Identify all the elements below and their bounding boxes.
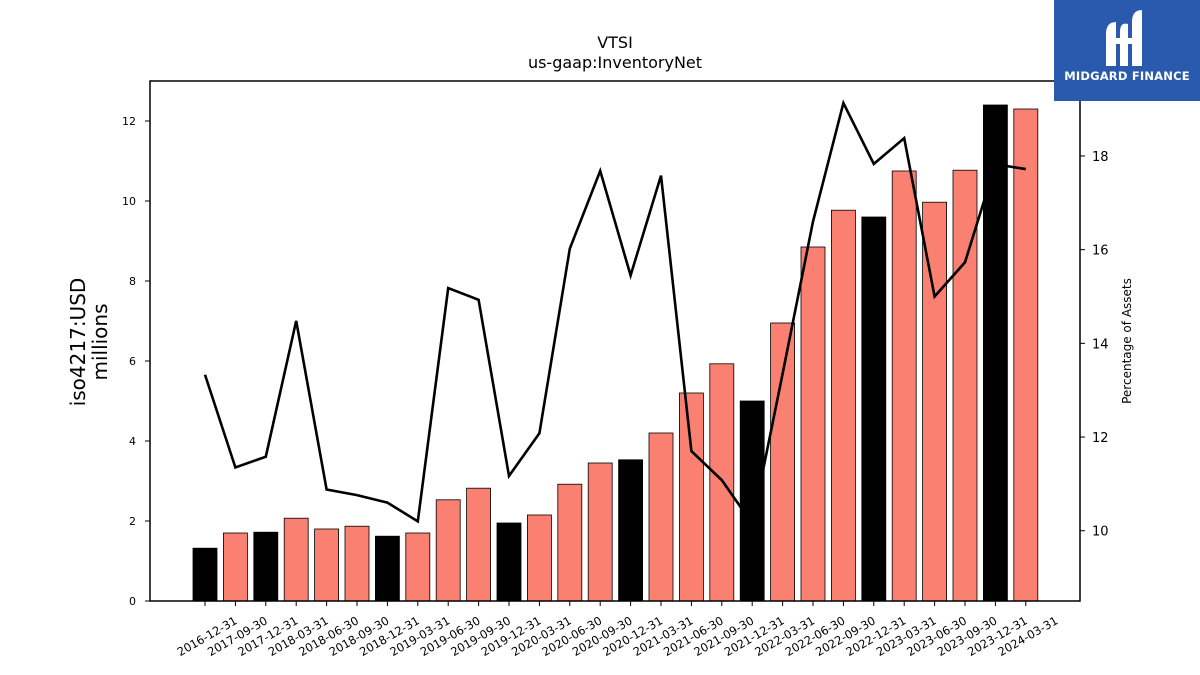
y-tick-label-left-12: 12	[122, 115, 136, 128]
bar-2020-09-30	[587, 462, 613, 602]
bar-2019-06-30	[435, 499, 461, 602]
bar-2019-09-30	[466, 487, 492, 602]
y-tick-label-left-10: 10	[122, 195, 136, 208]
y-tick-label-right-14: 14	[1092, 337, 1109, 352]
bar-2022-03-31	[770, 322, 795, 602]
y-axis-label-right: Percentage of Assets	[1120, 278, 1134, 404]
bar-2017-09-30	[222, 532, 248, 602]
bar-2016-12-31	[192, 547, 218, 602]
y-tick-label-left-2: 2	[129, 515, 136, 528]
y-tick-label-left-6: 6	[129, 355, 136, 368]
bar-2017-12-31	[253, 531, 279, 602]
bar-2021-03-31	[648, 432, 674, 602]
y-axis-label-left-line2: millions	[88, 303, 112, 381]
line-percentage-of-assets	[203, 99, 1026, 527]
bar-2018-06-30	[314, 528, 340, 602]
y-tick-label-left-8: 8	[129, 275, 136, 288]
bar-2024-03-31	[1013, 108, 1039, 602]
y-tick-label-right-18: 18	[1092, 150, 1109, 165]
bar-2022-06-30	[800, 246, 826, 602]
bar-2021-06-30	[679, 392, 704, 602]
logo-text: MIDGARD FINANCE	[1064, 69, 1190, 83]
bar-2018-03-31	[283, 517, 309, 602]
bar-2021-12-31	[739, 400, 765, 602]
bar-2019-12-31	[496, 522, 522, 602]
bar-2023-03-31	[891, 170, 917, 602]
bar-2020-12-31	[618, 459, 643, 602]
y-tick-label-left-4: 4	[129, 435, 136, 448]
bar-2020-06-30	[557, 483, 583, 602]
bar-2023-06-30	[922, 201, 947, 602]
bar-2023-09-30	[952, 169, 978, 602]
bar-2018-09-30	[344, 525, 370, 602]
bar-2020-03-31	[527, 514, 552, 602]
bar-2023-12-31	[983, 104, 1008, 602]
chart-title: VTSI	[597, 33, 633, 52]
y-tick-label-left-0: 0	[129, 595, 136, 608]
y-tick-label-right-12: 12	[1092, 431, 1109, 446]
chart-subtitle: us-gaap:InventoryNet	[527, 53, 703, 72]
bar-2022-09-30	[831, 209, 856, 602]
bar-2018-12-31	[374, 535, 400, 602]
bar-2019-03-31	[405, 532, 431, 602]
y-tick-label-right-10: 10	[1092, 525, 1109, 540]
midgard-logo-icon	[1106, 10, 1142, 66]
plot-frame	[149, 80, 1081, 602]
y-tick-label-right-16: 16	[1092, 244, 1109, 259]
brand-logo: MIDGARD FINANCE	[1054, 0, 1200, 101]
y-axis-label-left: iso4217:USD millions	[66, 242, 112, 442]
bar-2022-12-31	[861, 216, 887, 602]
y-axis-label-left-line1: iso4217:USD	[66, 277, 90, 407]
